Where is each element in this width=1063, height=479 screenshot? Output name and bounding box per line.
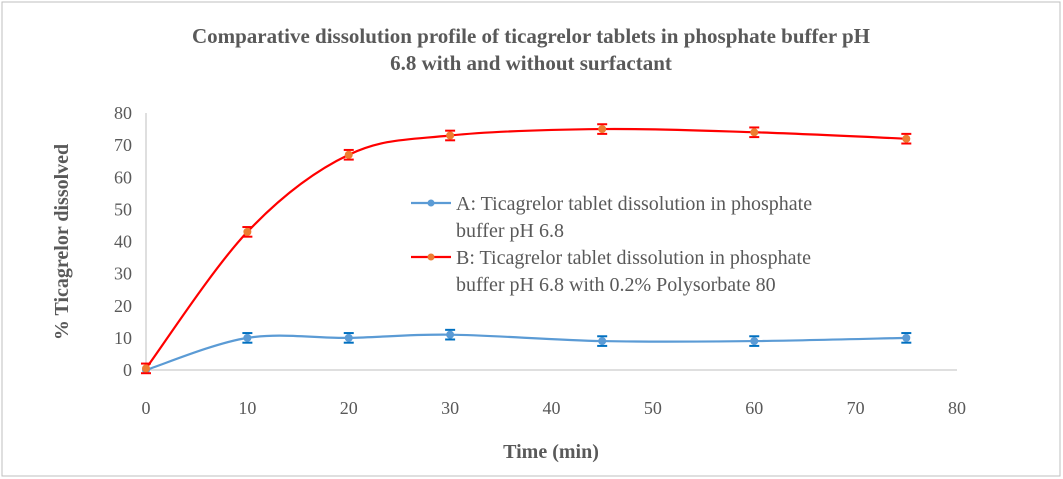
data-point [750,128,759,137]
legend-label-line2: buffer pH 6.8 [456,220,564,242]
legend-item-a: A: Ticagrelor tablet dissolution in phos… [411,193,812,242]
x-tick-label: 80 [948,398,966,418]
data-point [243,333,252,342]
x-tick-label: 10 [238,398,256,418]
data-point [243,227,252,236]
y-tick-label: 80 [114,103,132,123]
y-tick-label: 60 [114,167,132,187]
y-tick-label: 30 [114,264,132,284]
legend-label: B: Ticagrelor tablet dissolution in phos… [456,247,811,269]
data-point [598,337,607,346]
y-tick-label: 50 [114,199,132,219]
data-point [598,125,607,134]
legend-marker [427,253,435,261]
chart-title-line2: 6.8 with and without surfactant [390,51,672,75]
x-tick-label: 20 [340,398,358,418]
data-point [902,134,911,143]
y-tick-label: 0 [123,360,132,380]
x-tick-label: 0 [142,398,151,418]
legend-marker [427,199,435,207]
legend-label: A: Ticagrelor tablet dissolution in phos… [456,193,812,215]
x-tick-label: 50 [644,398,662,418]
data-point [446,131,455,140]
y-tick-label: 10 [114,328,132,348]
data-point [446,330,455,339]
y-tick-label: 70 [114,135,132,155]
data-point [142,364,150,373]
series-b [141,123,912,375]
y-tick-label: 40 [114,232,132,252]
series-a [142,328,912,374]
data-point [902,333,911,342]
x-tick-label: 70 [847,398,865,418]
chart-title: Comparative dissolution profile of ticag… [192,24,870,48]
data-point [344,150,353,159]
x-tick-label: 30 [441,398,459,418]
y-tick-label: 20 [114,296,132,316]
data-point [344,333,353,342]
x-tick-label: 40 [543,398,561,418]
data-point [750,337,759,346]
x-axis-label: Time (min) [503,441,599,463]
legend-item-b: B: Ticagrelor tablet dissolution in phos… [411,247,811,296]
y-axis-label: % Ticagrelor dissolved [51,144,73,340]
legend-label-line2: buffer pH 6.8 with 0.2% Polysorbate 80 [456,274,776,296]
x-tick-label: 60 [745,398,763,418]
